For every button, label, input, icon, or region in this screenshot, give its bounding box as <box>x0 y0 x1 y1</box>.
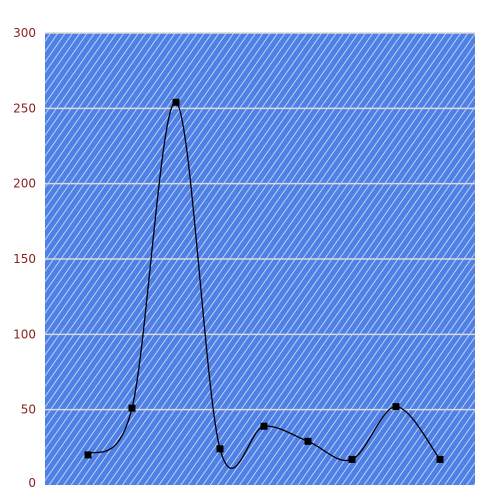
y-tick-label-0: 0 <box>28 476 36 490</box>
y-tick-label-250: 250 <box>13 101 36 115</box>
series-markers <box>84 98 444 463</box>
data-point-7[interactable] <box>348 455 356 463</box>
data-point-4[interactable] <box>216 445 224 453</box>
data-point-2[interactable] <box>128 404 136 412</box>
data-point-3[interactable] <box>172 98 180 106</box>
y-tick-label-50: 50 <box>21 403 36 417</box>
data-point-6[interactable] <box>304 437 312 445</box>
y-tick-label-300: 300 <box>13 26 36 40</box>
data-point-1[interactable] <box>84 451 92 459</box>
y-tick-label-100: 100 <box>13 327 36 341</box>
data-point-5[interactable] <box>260 422 268 430</box>
y-tick-label-150: 150 <box>13 252 36 266</box>
y-axis-tick-labels: 0 50 100 150 200 250 300 <box>13 26 36 490</box>
grid-lines <box>45 32 475 411</box>
data-point-9[interactable] <box>436 455 444 463</box>
y-tick-label-200: 200 <box>13 177 36 191</box>
data-point-8[interactable] <box>392 403 400 411</box>
